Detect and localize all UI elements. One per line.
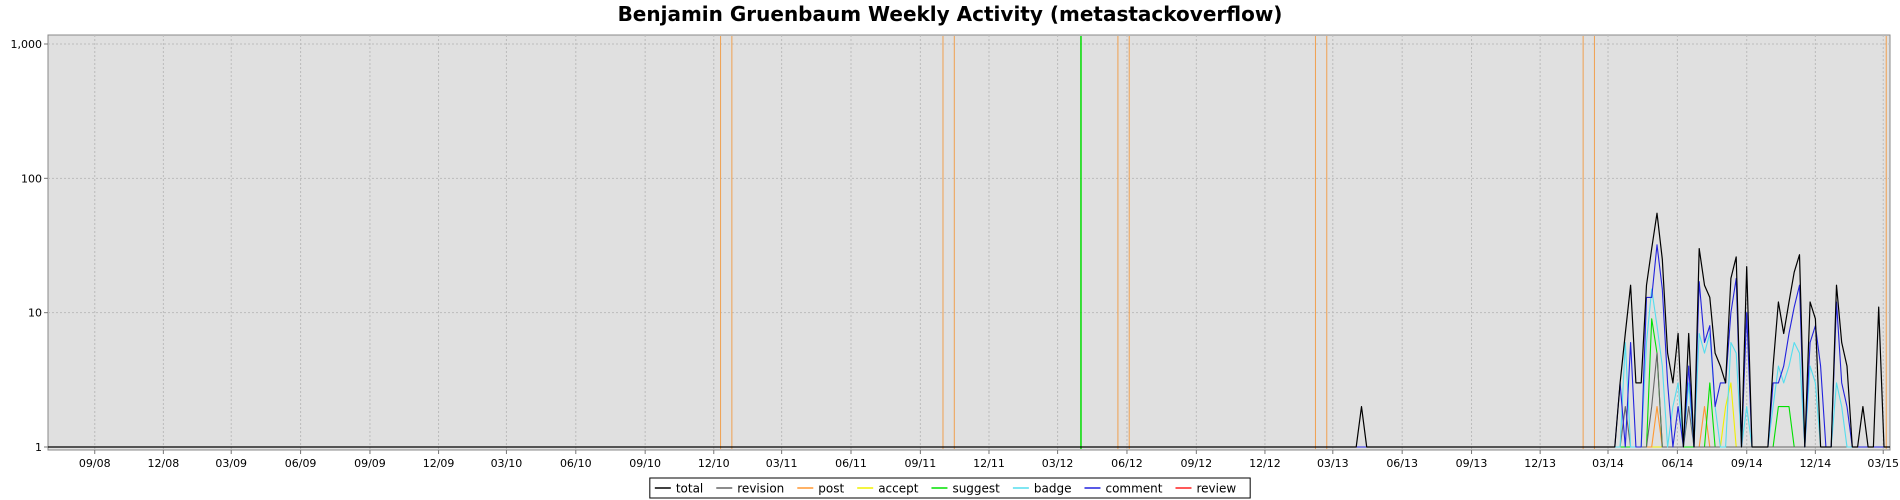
vertical-markers xyxy=(720,36,1887,449)
x-tick-label: 09/13 xyxy=(1456,457,1488,470)
legend-label-revision: revision xyxy=(737,482,784,496)
y-tick-label: 1,000 xyxy=(11,38,43,51)
legend-label-total: total xyxy=(676,482,703,496)
x-tick-label: 12/14 xyxy=(1800,457,1832,470)
x-tick-label: 09/11 xyxy=(905,457,937,470)
x-tick-label: 06/14 xyxy=(1662,457,1694,470)
x-tick-label: 03/15 xyxy=(1867,457,1899,470)
legend: total revision post accept suggest badge comme… xyxy=(649,477,1251,499)
plot-area xyxy=(47,34,1891,451)
x-tick-label: 09/09 xyxy=(354,457,386,470)
legend-label-suggest: suggest xyxy=(952,482,1000,496)
x-tick-label: 06/09 xyxy=(285,457,317,470)
x-tick-label: 03/13 xyxy=(1317,457,1349,470)
x-tick-label: 03/10 xyxy=(491,457,523,470)
legend-label-comment: comment xyxy=(1105,482,1162,496)
legend-label-post: post xyxy=(818,482,844,496)
y-tick-label: 1 xyxy=(35,441,42,454)
x-tick-label: 12/13 xyxy=(1524,457,1556,470)
legend-box xyxy=(649,477,1251,499)
x-tick-label: 12/11 xyxy=(973,457,1005,470)
x-tick-label: 03/11 xyxy=(766,457,798,470)
x-tick-label: 12/10 xyxy=(698,457,730,470)
y-tick-label: 10 xyxy=(28,307,42,320)
axis-labels: 1 10 100 1,000 09/08 12/08 03/09 06/09 09/09 12/0… xyxy=(11,38,1900,470)
x-tick-label: 12/09 xyxy=(423,457,455,470)
x-tick-label: 12/08 xyxy=(148,457,180,470)
x-tick-label: 06/10 xyxy=(560,457,592,470)
x-tick-label: 03/12 xyxy=(1042,457,1074,470)
x-tick-label: 06/12 xyxy=(1111,457,1143,470)
y-tick-label: 100 xyxy=(21,172,42,185)
series-line-total xyxy=(48,212,1890,448)
x-tick-label: 09/10 xyxy=(629,457,661,470)
legend-label-badge: badge xyxy=(1034,482,1072,496)
x-tick-label: 03/09 xyxy=(215,457,247,470)
series-line-comment xyxy=(48,244,1890,448)
x-tick-label: 09/12 xyxy=(1180,457,1212,470)
legend-label-accept: accept xyxy=(878,482,919,496)
x-tick-label: 09/14 xyxy=(1731,457,1763,470)
series-lines xyxy=(48,212,1890,448)
x-tick-label: 03/14 xyxy=(1592,457,1624,470)
x-tick-label: 06/13 xyxy=(1386,457,1418,470)
x-tick-label: 12/12 xyxy=(1249,457,1281,470)
x-tick-label: 06/11 xyxy=(835,457,867,470)
chart-title: Benjamin Gruenbaum Weekly Activity (meta… xyxy=(617,2,1283,26)
x-tick-label: 09/08 xyxy=(79,457,111,470)
legend-label-review: review xyxy=(1196,482,1236,496)
